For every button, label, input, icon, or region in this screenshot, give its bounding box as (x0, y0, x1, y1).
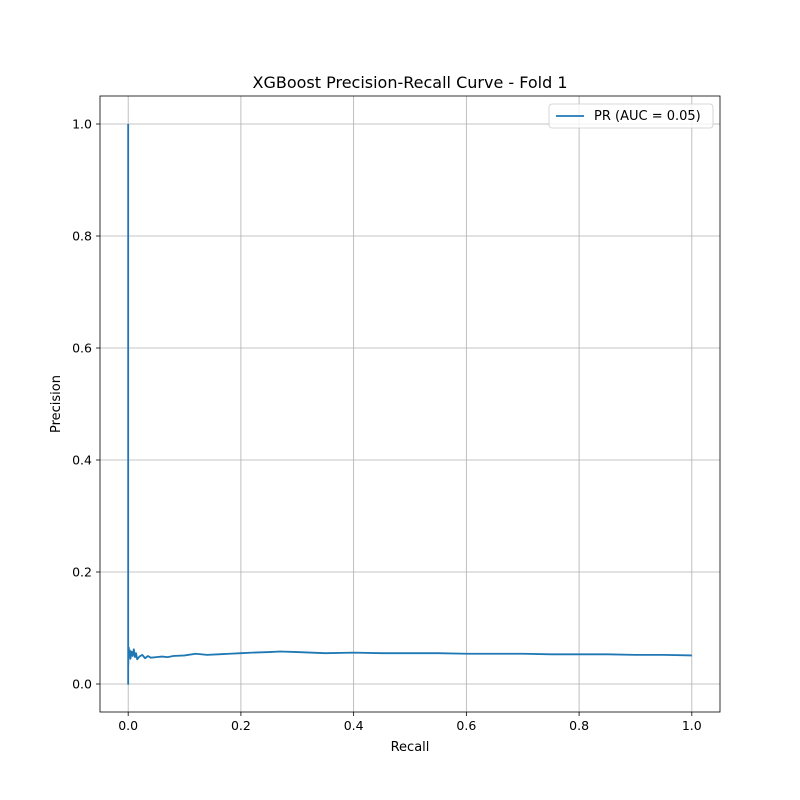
ticks: 0.0 0.2 0.4 0.6 0.8 1.0 0.0 0.2 0.4 0.6 0.8 1.0 (72, 117, 702, 734)
x-tick-label: 0.6 (456, 718, 476, 733)
chart-title: XGBoost Precision-Recall Curve - Fold 1 (252, 73, 567, 92)
y-tick-label: 0.8 (72, 229, 92, 244)
y-tick-label: 1.0 (72, 117, 92, 132)
y-tick-label: 0.0 (72, 677, 92, 692)
legend: PR (AUC = 0.05) (548, 103, 714, 129)
x-tick-label: 0.0 (118, 718, 138, 733)
legend-box (548, 103, 714, 129)
x-tick-label: 1.0 (682, 718, 702, 733)
x-tick-label: 0.2 (231, 718, 251, 733)
x-tick-label: 0.8 (569, 718, 589, 733)
series-layer (127, 124, 692, 685)
y-tick-label: 0.6 (72, 341, 92, 356)
x-tick-label: 0.4 (344, 718, 364, 733)
y-tick-label: 0.2 (72, 565, 92, 580)
x-axis-label: Recall (391, 740, 430, 755)
pr-curve-line (127, 124, 692, 685)
grid (100, 96, 720, 712)
y-axis-label: Precision (49, 375, 64, 433)
legend-entry-label: PR (AUC = 0.05) (594, 109, 701, 124)
plot-frame (99, 95, 721, 713)
y-tick-label: 0.4 (72, 453, 92, 468)
